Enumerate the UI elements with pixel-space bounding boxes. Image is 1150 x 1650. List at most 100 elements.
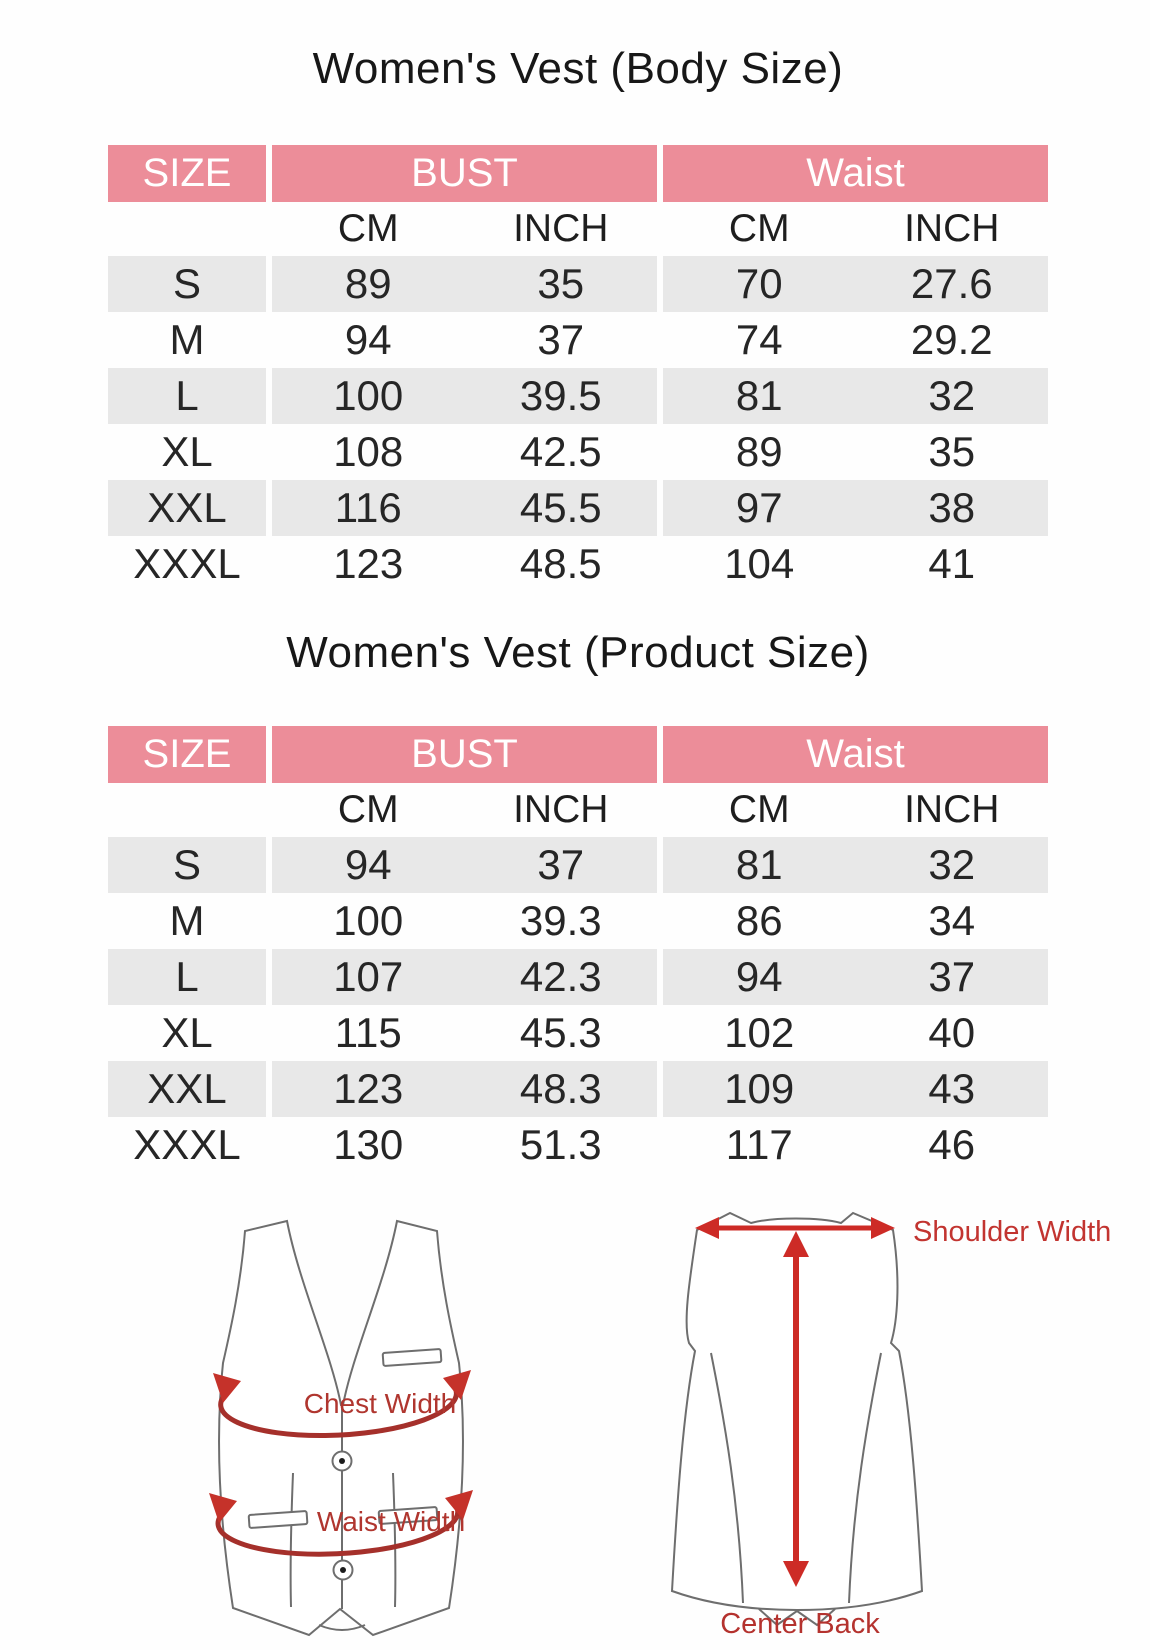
waist-cm-unit: CM xyxy=(728,207,790,250)
units-row: CM INCH CM INCH xyxy=(108,783,1048,837)
bust-cm-value: 100 xyxy=(333,372,404,419)
waist-cm-unit: CM xyxy=(728,788,790,831)
bust-cm-value: 115 xyxy=(334,1009,402,1056)
body-size-title: Women's Vest (Body Size) xyxy=(312,44,844,93)
left-waist-pocket-welt xyxy=(247,1510,309,1529)
waist-arrowhead-left xyxy=(209,1493,237,1523)
table-row-xl: XL 115 45.3 102 40 xyxy=(108,1005,1048,1061)
bust-inch-value: 51.3 xyxy=(519,1121,602,1168)
measurement-diagrams: Chest Width Waist Width Shoulde xyxy=(0,1173,1150,1650)
bust-cm-value: 116 xyxy=(334,484,402,531)
size-value: S xyxy=(108,256,266,312)
waist-inch-value: 38 xyxy=(928,484,976,531)
table-row-l: L 107 42.3 94 37 xyxy=(108,949,1048,1005)
body-size-table: SIZE BUST Waist CM INCH CM INCH S 89 xyxy=(108,145,1048,592)
bust-values: 123 48.3 xyxy=(272,1061,657,1117)
waist-values: 70 27.6 xyxy=(663,256,1048,312)
button-top-dot xyxy=(339,1458,345,1464)
size-value: M xyxy=(169,316,205,363)
bust-cm-value: 130 xyxy=(333,1121,404,1168)
waist-units: CM INCH xyxy=(663,202,1048,256)
waist-values: 104 41 xyxy=(663,536,1048,592)
bust-cm-unit: CM xyxy=(337,788,399,831)
bust-cm-value: 108 xyxy=(333,428,404,475)
shoulder-width-arrow xyxy=(695,1217,895,1239)
bust-values: 116 45.5 xyxy=(272,480,657,536)
waist-inch-value: 27.6 xyxy=(910,260,993,307)
bust-values: 108 42.5 xyxy=(272,424,657,480)
waist-cm-value: 104 xyxy=(724,540,795,587)
bust-inch-unit: INCH xyxy=(513,207,609,250)
shoulder-width-label: Shoulder Width xyxy=(913,1216,1111,1248)
waist-inch-value: 32 xyxy=(928,841,976,888)
waist-values: 81 32 xyxy=(663,837,1048,893)
waist-cm-value: 97 xyxy=(735,484,783,531)
bust-inch-value: 42.5 xyxy=(519,428,602,475)
bust-cm-value: 123 xyxy=(333,1065,404,1112)
bust-header: BUST xyxy=(272,145,657,202)
bust-inch-value: 45.5 xyxy=(519,484,602,531)
waist-values: 74 29.2 xyxy=(663,312,1048,368)
shoulder-arrowhead-left xyxy=(695,1217,719,1239)
table-row-m: M 100 39.3 86 34 xyxy=(108,893,1048,949)
size-value: XXXL xyxy=(133,1121,241,1168)
vest-front-outline xyxy=(217,1219,465,1637)
chest-pocket-welt xyxy=(381,1348,443,1367)
chest-arrowhead-left xyxy=(213,1373,241,1403)
bust-values: 89 35 xyxy=(272,256,657,312)
waist-cm-value: 117 xyxy=(725,1121,793,1168)
bust-inch-value: 37 xyxy=(537,316,585,363)
waist-values: 102 40 xyxy=(663,1005,1048,1061)
waist-girth-arrow xyxy=(209,1490,473,1557)
button-bottom-dot xyxy=(340,1567,346,1573)
waist-cm-value: 70 xyxy=(735,260,783,307)
tables-column: Women's Vest (Body Size) SIZE BUST Waist… xyxy=(108,0,1048,1173)
waist-values: 86 34 xyxy=(663,893,1048,949)
table-header-row: SIZE BUST Waist xyxy=(108,145,1048,202)
right-panel-seam xyxy=(392,1472,397,1608)
bust-cm-value: 107 xyxy=(333,953,404,1000)
size-header: SIZE xyxy=(108,145,266,202)
waist-inch-value: 35 xyxy=(928,428,976,475)
bust-cm-value: 89 xyxy=(344,260,392,307)
right-waist-pocket-welt xyxy=(377,1506,439,1525)
size-value: L xyxy=(108,949,266,1005)
bust-units: CM INCH xyxy=(272,783,657,837)
size-value: XXL xyxy=(108,1061,266,1117)
shoulder-arrowhead-right xyxy=(871,1217,895,1239)
left-back-seam xyxy=(710,1352,744,1604)
size-value: XL xyxy=(161,428,213,475)
chest-girth-arrow xyxy=(213,1370,471,1439)
bust-values: 100 39.5 xyxy=(272,368,657,424)
waist-units: CM INCH xyxy=(663,783,1048,837)
waist-inch-unit: INCH xyxy=(904,207,1000,250)
size-header: SIZE xyxy=(108,726,266,783)
back-hem-curve xyxy=(318,1624,366,1631)
vest-back-diagram: Shoulder Width Center Back xyxy=(670,1211,1111,1640)
table-row-m: M 94 37 74 29.2 xyxy=(108,312,1048,368)
bust-values: 130 51.3 xyxy=(272,1117,657,1173)
waist-cm-value: 74 xyxy=(735,316,783,363)
chest-arc xyxy=(218,1386,459,1439)
waist-header: Waist xyxy=(663,145,1048,202)
vest-front-diagram: Chest Width Waist Width xyxy=(209,1219,473,1637)
right-vent-flap xyxy=(796,1608,836,1627)
bust-values: 115 45.3 xyxy=(272,1005,657,1061)
bust-header: BUST xyxy=(272,726,657,783)
table-row-xxxl: XXXL 130 51.3 117 46 xyxy=(108,1117,1048,1173)
table-row-xxxl: XXXL 123 48.5 104 41 xyxy=(108,536,1048,592)
bust-inch-value: 39.5 xyxy=(519,372,602,419)
waist-inch-value: 46 xyxy=(928,1121,976,1168)
waist-cm-value: 109 xyxy=(724,1065,795,1112)
bust-cm-value: 94 xyxy=(344,841,392,888)
waist-header: Waist xyxy=(663,726,1048,783)
waist-cm-value: 81 xyxy=(735,372,783,419)
bust-inch-value: 45.3 xyxy=(519,1009,602,1056)
bust-values: 100 39.3 xyxy=(272,893,657,949)
waist-arc xyxy=(215,1507,461,1557)
table-row-xxl: XXL 123 48.3 109 43 xyxy=(108,1061,1048,1117)
waist-inch-value: 32 xyxy=(928,372,976,419)
waist-inch-value: 37 xyxy=(928,953,976,1000)
bust-units: CM INCH xyxy=(272,202,657,256)
